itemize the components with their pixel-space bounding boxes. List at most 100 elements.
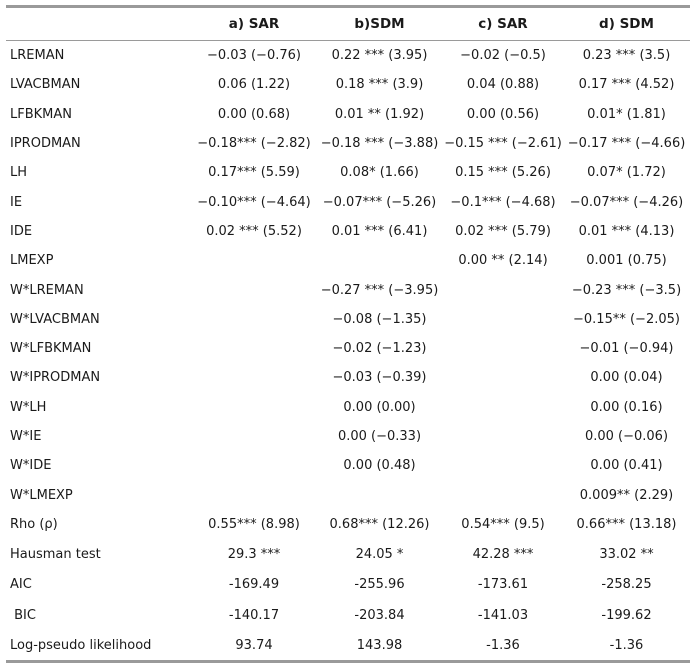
cell-d: −0.23 *** (−3.5): [571, 282, 682, 298]
row-label: Hausman test: [10, 547, 101, 563]
header-variable: [6, 7, 192, 41]
table-row: W*IPRODMAN −0.03 (−0.39) 0.00 (0.04): [6, 363, 690, 392]
cell-d: 33.02 **: [599, 547, 654, 563]
cell-d: 0.00 (0.41): [590, 458, 663, 474]
table-row: LFBKMAN 0.00 (0.68) 0.01 ** (1.92) 0.00 (0.…: [6, 100, 690, 129]
table-row: IE −0.10*** (−4.64) −0.07*** (−5.26) −0.1**…: [6, 187, 690, 216]
cell-d: 0.009** (2.29): [579, 487, 674, 503]
table-row: BIC -140.17 -203.84 -141.03 -199.62: [6, 600, 690, 630]
table-row: W*LMEXP 0.009** (2.29): [6, 480, 690, 509]
row-label: BIC: [10, 607, 36, 623]
cell-d: −0.17 *** (−4.66): [567, 136, 686, 152]
table-row: LH 0.17*** (5.59) 0.08* (1.66) 0.15 *** (5.…: [6, 158, 690, 187]
table-row: W*IDE 0.00 (0.48) 0.00 (0.41): [6, 451, 690, 480]
cell-c: [443, 275, 563, 304]
table-row: W*LFBKMAN −0.02 (−1.23) −0.01 (−0.94): [6, 334, 690, 363]
cell-a: [192, 246, 316, 275]
cell-c: -1.36: [486, 638, 520, 654]
cell-c: −0.02 (−0.5): [460, 48, 546, 64]
row-label: IDE: [10, 223, 33, 239]
row-label: W*LFBKMAN: [10, 341, 92, 357]
cell-b: -255.96: [354, 577, 405, 593]
table-row: LREMAN −0.03 (−0.76) 0.22 *** (3.95) −0.02 …: [6, 41, 690, 71]
row-label: LFBKMAN: [10, 106, 72, 122]
row-label: W*LREMAN: [10, 282, 84, 298]
table-row: Log-pseudo likelihood 93.74 143.98 -1.36 -1.…: [6, 630, 690, 662]
table-row: LVACBMAN 0.06 (1.22) 0.18 *** (3.9) 0.04 (0…: [6, 70, 690, 99]
row-label: W*LMEXP: [10, 487, 73, 503]
cell-d: −0.01 (−0.94): [579, 341, 674, 357]
row-label: LMEXP: [10, 253, 54, 269]
cell-a: 0.00 (0.68): [217, 106, 291, 122]
cell-c: [443, 422, 563, 451]
cell-a: −0.18*** (−2.82): [197, 136, 311, 152]
cell-d: −0.07*** (−4.26): [569, 194, 684, 210]
cell-d: -199.62: [601, 607, 652, 623]
cell-b: 0.68*** (12.26): [329, 516, 430, 532]
cell-b: 0.00 (0.48): [343, 458, 416, 474]
table-header: a) SAR b)SDM c) SAR d) SDM: [6, 6, 690, 41]
row-label: LH: [10, 165, 28, 181]
row-label: W*IE: [10, 429, 42, 444]
cell-a: [192, 451, 316, 480]
row-label: IPRODMAN: [10, 136, 81, 152]
row-label: W*IDE: [10, 458, 52, 474]
cell-d: -1.36: [609, 638, 644, 654]
row-label: LREMAN: [10, 48, 65, 64]
row-label: W*LH: [10, 399, 47, 415]
cell-a: −0.03 (−0.76): [207, 48, 301, 64]
cell-a: -169.49: [228, 577, 280, 593]
cell-b: 0.08* (1.66): [340, 165, 419, 181]
cell-c: 0.00 (0.56): [466, 106, 540, 122]
row-label: W*IPRODMAN: [10, 370, 101, 386]
cell-a: 29.3 ***: [227, 547, 281, 563]
row-label: W*LVACBMAN: [10, 311, 100, 327]
cell-b: 0.00 (−0.33): [337, 429, 422, 444]
cell-b: 0.01 *** (6.41): [331, 223, 428, 239]
cell-a: [192, 275, 316, 304]
cell-b: 24.05 *: [355, 547, 404, 563]
cell-a: [192, 422, 316, 451]
table-row: W*LREMAN −0.27 *** (−3.95) −0.23 *** (−3.5…: [6, 275, 690, 304]
cell-c: 0.54*** (9.5): [461, 516, 545, 532]
cell-c: [443, 363, 563, 392]
cell-d: -258.25: [601, 577, 652, 593]
cell-b: 0.22 *** (3.95): [331, 48, 428, 64]
regression-results-table: a) SAR b)SDM c) SAR d) SDM LREMAN −0.03 (…: [6, 5, 690, 663]
cell-c: [443, 451, 563, 480]
cell-b: [316, 480, 443, 509]
row-label: Log-pseudo likelihood: [10, 638, 152, 654]
cell-b: 0.00 (0.00): [343, 399, 416, 415]
cell-c: [443, 334, 563, 363]
cell-a: 0.02 *** (5.52): [206, 223, 302, 239]
cell-c: -173.61: [477, 577, 529, 593]
cell-b: 143.98: [356, 638, 403, 654]
cell-a: 0.06 (1.22): [217, 77, 291, 93]
cell-b: −0.18 *** (−3.88): [320, 136, 439, 152]
cell-a: [192, 334, 316, 363]
table-row: Hausman test 29.3 *** 24.05 * 42.28 *** 33.0…: [6, 539, 690, 569]
cell-b: -203.84: [354, 607, 405, 623]
cell-c: [443, 480, 563, 509]
row-label: IE: [10, 194, 23, 210]
cell-c: [443, 305, 563, 334]
table-row: IDE 0.02 *** (5.52) 0.01 *** (6.41) 0.02 **…: [6, 217, 690, 246]
table-row: LMEXP 0.00 ** (2.14) 0.001 (0.75): [6, 246, 690, 275]
header-row: a) SAR b)SDM c) SAR d) SDM: [6, 6, 690, 41]
row-label: AIC: [10, 577, 32, 593]
cell-d: 0.23 *** (3.5): [582, 48, 671, 64]
cell-a: [192, 305, 316, 334]
cell-a: 0.17*** (5.59): [208, 165, 300, 181]
cell-d: 0.01* (1.81): [587, 106, 666, 122]
cell-b: −0.08 (−1.35): [332, 311, 427, 327]
cell-c: 0.00 ** (2.14): [458, 253, 548, 269]
header-b-sdm: b)SDM: [354, 16, 405, 32]
cell-b: 0.01 ** (1.92): [334, 106, 425, 122]
regression-results-table-container: a) SAR b)SDM c) SAR d) SDM LREMAN −0.03 (…: [6, 5, 690, 663]
cell-b: −0.02 (−1.23): [332, 341, 427, 357]
cell-c: 0.15 *** (5.26): [455, 165, 551, 181]
table-row: W*IE 0.00 (−0.33) 0.00 (−0.06): [6, 422, 690, 451]
cell-a: [192, 363, 316, 392]
cell-a: 93.74: [235, 638, 273, 654]
cell-c: 0.02 *** (5.79): [455, 223, 551, 239]
